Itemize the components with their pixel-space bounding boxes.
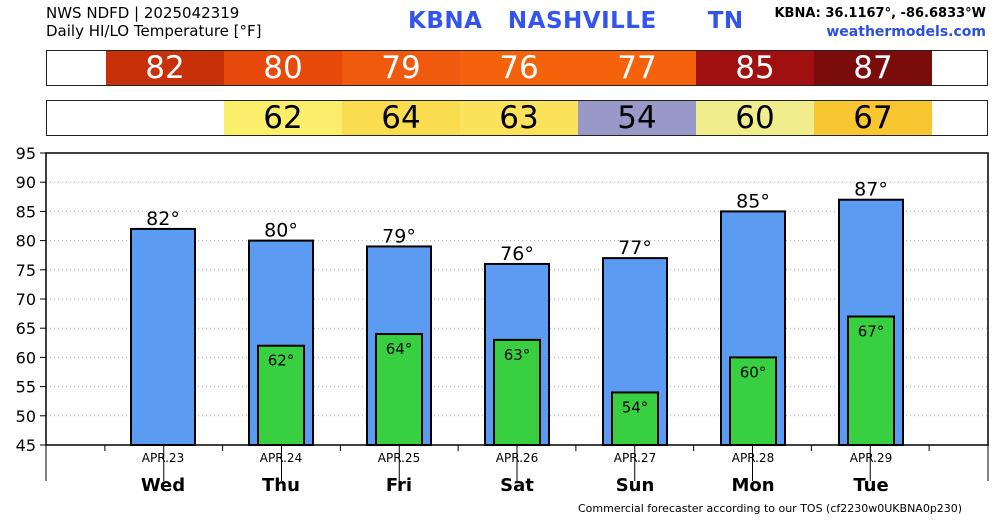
y-tick-label: 90 [16, 173, 36, 192]
day-label: Sun [616, 475, 655, 496]
low-temp-cell-5: 60 [696, 101, 814, 135]
date-label: APR.23 [142, 451, 184, 465]
low-temp-cell-6: 67 [814, 101, 932, 135]
low-temp-cell-2: 64 [342, 101, 460, 135]
temperature-chart: 45 50 55 60 65 70 75 80 85 90 95 82° APR.23 Wed 80° 62°… [16, 144, 989, 496]
high-temp-label: 80° [264, 220, 298, 242]
high-temp-cell-6: 87 [814, 51, 932, 85]
high-temp-label: 79° [382, 225, 416, 247]
day-label: Sat [500, 475, 534, 496]
low-temp-label: 54° [622, 398, 649, 416]
low-temp-label: 60° [740, 363, 767, 381]
day-label: Fri [386, 475, 412, 496]
low-temp-bar [375, 333, 423, 446]
date-label: APR.29 [850, 451, 892, 465]
high-temp-label: 77° [618, 237, 652, 259]
low-temp-label: 67° [858, 323, 885, 341]
high-temp-label: 85° [736, 190, 770, 212]
low-temp-bar [257, 344, 305, 446]
low-temp-bar [611, 391, 659, 447]
low-temp-label: 64° [386, 340, 413, 358]
header-right: KBNA: 36.1167°, -86.6833°W weathermodels… [774, 5, 986, 41]
high-temp-bar [130, 227, 196, 446]
day-label: Tue [853, 475, 888, 496]
station-coordinates: KBNA: 36.1167°, -86.6833°W [774, 6, 986, 21]
high-temp-label: 87° [854, 179, 888, 201]
y-tick-label: 70 [16, 290, 36, 309]
low-temp-bar [729, 356, 777, 446]
high-temp-cell-5: 85 [696, 51, 814, 85]
low-temp-cell-4: 54 [578, 101, 696, 135]
y-tick-label: 50 [16, 407, 36, 426]
day-label: Mon [731, 475, 774, 496]
low-temp-cell-0 [106, 101, 224, 135]
high-temp-label: 76° [500, 243, 534, 265]
model-run-label: NWS NDFD | 2025042319 [46, 4, 240, 22]
station-title: KBNA NASHVILLE TN [408, 8, 744, 34]
low-temp-cell-3: 63 [460, 101, 578, 135]
footer-note: Commercial forecaster according to our T… [578, 502, 963, 515]
high-temp-cell-1: 80 [224, 51, 342, 85]
y-tick-label: 95 [16, 144, 36, 163]
y-tick-label: 80 [16, 232, 36, 251]
day-label: Thu [262, 475, 300, 496]
low-temp-label: 63° [504, 346, 531, 364]
low-temp-cell-1: 62 [224, 101, 342, 135]
site-link[interactable]: weathermodels.com [826, 24, 986, 40]
y-tick-label: 75 [16, 261, 36, 280]
high-temp-cell-3: 76 [460, 51, 578, 85]
low-temp-bar [847, 315, 895, 446]
high-temp-cell-0: 82 [106, 51, 224, 85]
header-info: NWS NDFD | 2025042319 Daily HI/LO Temper… [46, 4, 262, 40]
day-label: Wed [141, 475, 185, 496]
high-temp-cell-4: 77 [578, 51, 696, 85]
high-temp-cell-2: 79 [342, 51, 460, 85]
high-temp-label: 82° [146, 208, 180, 230]
y-tick-label: 55 [16, 378, 36, 397]
low-temp-label: 62° [268, 352, 295, 370]
low-temp-bar [493, 338, 541, 447]
low-temp-strip: 62 64 63 54 60 67 [46, 100, 988, 136]
y-tick-label: 45 [16, 436, 36, 455]
y-tick-label: 85 [16, 202, 36, 221]
product-label: Daily HI/LO Temperature [°F] [46, 22, 262, 40]
y-tick-label: 60 [16, 348, 36, 367]
y-tick-label: 65 [16, 319, 36, 338]
high-temp-strip: 82 80 79 76 77 85 87 [46, 50, 988, 86]
